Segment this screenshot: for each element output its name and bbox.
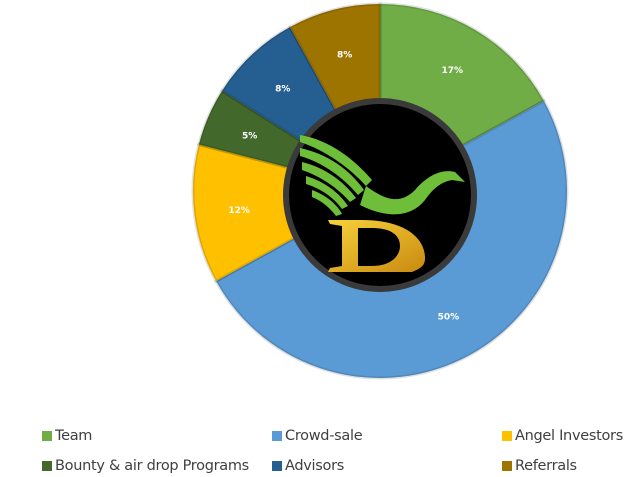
data-label: 17% — [442, 66, 464, 76]
legend-item-team: Team — [42, 428, 92, 444]
data-label: 5% — [242, 132, 257, 142]
legend-swatch — [42, 431, 52, 441]
legend-swatch — [42, 461, 52, 471]
data-label: 8% — [337, 50, 352, 60]
legend-item-bounty: Bounty & air drop Programs — [42, 458, 249, 474]
logo-letter-d-icon — [328, 220, 425, 272]
data-label: 12% — [228, 206, 250, 216]
legend-swatch — [272, 461, 282, 471]
legend-item-referrals: Referrals — [502, 458, 577, 474]
legend-label: Angel Investors — [515, 428, 623, 444]
legend-label: Crowd-sale — [285, 428, 363, 444]
center-logo — [283, 98, 477, 292]
legend-swatch — [272, 431, 282, 441]
logo-wing-icon — [300, 135, 465, 216]
legend-label: Advisors — [285, 458, 345, 474]
legend-item-angel-investors: Angel Investors — [502, 428, 623, 444]
data-label: 8% — [275, 84, 290, 94]
legend-label: Referrals — [515, 458, 577, 474]
legend-swatch — [502, 461, 512, 471]
legend-item-advisors: Advisors — [272, 458, 344, 474]
legend-label: Team — [55, 428, 93, 444]
legend-swatch — [502, 431, 512, 441]
legend-label: Bounty & air drop Programs — [55, 458, 249, 474]
legend-item-crowd-sale: Crowd-sale — [272, 428, 363, 444]
data-label: 50% — [438, 312, 460, 322]
donut-chart: 17% 50% 12% 5% 8% 8% — [191, 2, 569, 380]
